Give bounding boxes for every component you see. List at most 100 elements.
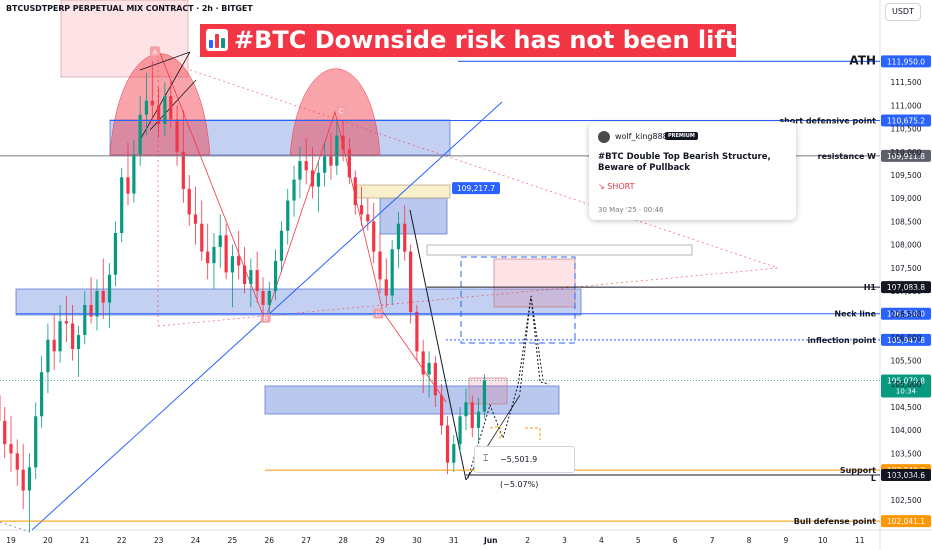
level-name-l: L [871,474,876,483]
x-tick-label: 19 [6,536,16,545]
y-tick-label: 106,000 [890,333,921,342]
level-price-tag [881,468,931,481]
candle-body [9,444,13,454]
level-price-label: 102,041.1 [887,517,925,526]
x-tick-label: 3 [562,536,567,545]
measure-icon: ⌶ [483,454,489,464]
candle-body [230,256,234,273]
level-name-neck-line: Neck line [834,310,876,319]
pattern-label-b: B [263,315,268,323]
price-tag-label: 109,217.7 [457,184,495,193]
candle-body [415,311,419,352]
x-tick-label: 31 [449,536,459,545]
candle-body [470,402,474,428]
y-tick-label: 107,500 [890,264,921,273]
candle-body [101,291,105,303]
candle-body [15,453,19,470]
level-price-tag [881,149,931,162]
candle-body [366,214,370,222]
idea-title[interactable]: #BTC Double Top Bearish Structure, Bewar… [598,152,771,173]
level-name-support: Support [840,466,876,475]
y-tick-label: 104,000 [890,426,921,435]
candle-body [95,291,99,317]
candle-body [150,100,154,106]
candle-body [255,270,259,291]
candle-body [452,444,456,463]
x-tick-label: 29 [375,536,385,545]
dotted-trend-b [157,267,779,327]
author-avatar [598,131,610,143]
candle-body [181,151,185,189]
direction-text: SHORT [607,182,635,191]
author-name[interactable]: wolf_king888 [615,132,668,141]
x-tick-label: 25 [228,536,238,545]
level-price-label: 103,034.6 [887,471,925,480]
candle-body [71,323,75,349]
zone-top-left [60,0,189,78]
y-tick-label: 107,000 [890,287,921,296]
candle-body [476,411,481,428]
candle-body [390,249,394,296]
candle-body [169,96,173,120]
projection-path [467,295,550,479]
candle-body [34,416,38,468]
y-tick-label: 105,000 [890,380,921,389]
idea-card[interactable]: wolf_king888 PREMIUM #BTC Double Top Bea… [589,122,796,220]
level-price-label: 110,675.2 [887,116,925,125]
level-name-short-defensive-point: short defensive point [779,116,876,125]
zone-resistance [109,119,451,156]
y-tick-label: 103,500 [890,449,921,458]
level-price-tag [881,55,931,68]
candle-body [403,223,407,252]
idea-headline: #BTC Downside risk has not been lifted⚠ [200,24,736,57]
dotted-bottom [0,521,31,533]
candle-body [409,251,413,312]
y-tick-label: 108,000 [890,241,921,250]
candle-body [329,156,333,166]
candle-body [316,172,320,187]
abcd-zigzag [157,47,447,403]
currency-button[interactable]: USDT [885,3,921,21]
candle-body [200,223,204,252]
current-price-label: 105,070.8 [887,377,925,386]
pattern-point-a [149,46,160,57]
candle-body [396,223,401,250]
x-tick-label: 30 [412,536,422,545]
candle-body [378,251,382,280]
zone-support [264,385,560,415]
pattern-label-d: D [375,311,380,319]
pattern-label-a: A [153,48,158,56]
level-price-tag [881,281,931,294]
orange-bracket-2 [525,427,541,440]
candle-body [261,291,265,305]
black-line-2 [139,51,191,71]
candle-body [433,362,437,396]
y-tick-label: 105,500 [890,357,921,366]
y-tick-label: 109,500 [890,171,921,180]
candle-body [224,235,228,273]
candle-body [237,256,241,266]
candle-body [58,321,62,352]
candle-body [347,149,351,178]
candle-body [353,177,357,206]
zone-outline [426,244,693,256]
candle-body [206,251,210,264]
candle-body [279,230,284,261]
level-name-ath: ATH [849,53,876,67]
candle-body [304,161,308,171]
zone-target-low [468,377,508,405]
candle-body [359,205,364,215]
candle-body [310,170,315,187]
candle-body [242,265,247,285]
candle-body [445,425,450,463]
candle-body [249,270,253,285]
y-tick-label: 111,000 [890,101,921,110]
y-tick-label: 110,500 [890,125,921,134]
x-tick-label: 11 [855,536,865,545]
candle-body [384,279,388,296]
projection-path-2 [519,295,544,393]
candle-body [163,96,167,124]
bar-chart-icon [206,29,228,51]
y-tick-label: 111,500 [890,78,921,87]
